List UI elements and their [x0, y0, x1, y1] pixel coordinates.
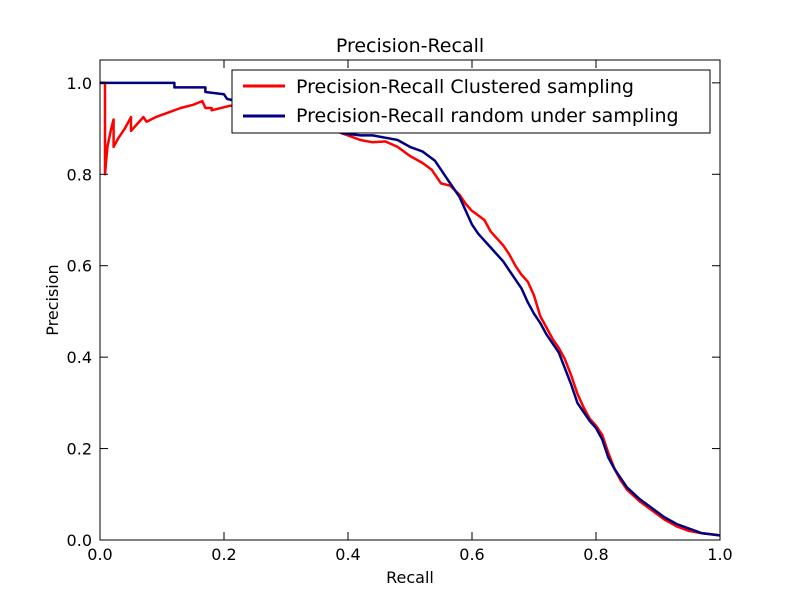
chart-title: Precision-Recall — [336, 35, 484, 57]
x-tick-label: 0.4 — [335, 545, 360, 564]
legend: Precision-Recall Clustered sampling Prec… — [231, 69, 711, 134]
ticks-layer: 0.0 0.2 0.4 0.6 0.8 1.0 0.0 0.2 0.4 0.6 0.8 1.0 — [67, 60, 733, 564]
series-line-random — [100, 81, 721, 537]
x-tick-label: 0.8 — [583, 545, 608, 564]
x-tick-label: 0.6 — [459, 545, 484, 564]
x-axis-label: Recall — [386, 568, 434, 587]
y-tick-label: 0.8 — [67, 165, 92, 184]
y-tick-label: 1.0 — [67, 74, 92, 93]
legend-label-random: Precision-Recall random under sampling — [296, 105, 679, 127]
series-layer — [100, 81, 721, 537]
y-tick-label: 0.6 — [67, 257, 92, 276]
y-tick-label: 0.2 — [67, 440, 92, 459]
legend-label-clustered: Precision-Recall Clustered sampling — [296, 76, 634, 98]
y-axis-label: Precision — [43, 264, 62, 335]
series-line-clustered — [100, 81, 721, 537]
legend-box — [231, 69, 711, 134]
x-tick-label: 0.0 — [87, 545, 112, 564]
y-tick-label: 0.4 — [67, 348, 92, 367]
x-tick-label: 1.0 — [707, 545, 732, 564]
plot-frame — [99, 59, 721, 541]
y-tick-label: 0.0 — [67, 531, 92, 550]
x-tick-label: 0.2 — [211, 545, 236, 564]
